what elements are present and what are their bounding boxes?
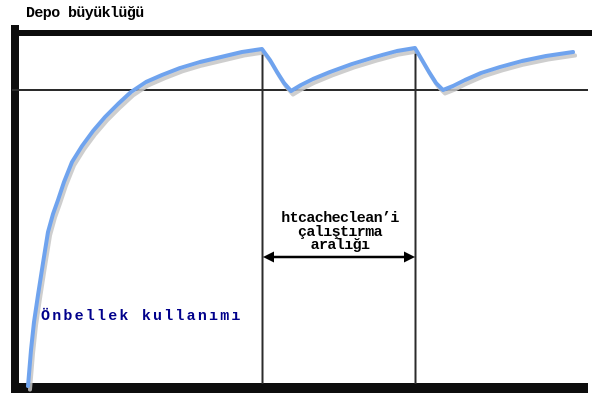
- cache-usage-curve: [26, 46, 575, 388]
- interval-label-line3: aralığı: [310, 237, 370, 254]
- interval-label: htcacheclean’i çalıştırma aralığı: [250, 210, 430, 254]
- cache-usage-label: Önbellek kullanımı: [41, 308, 243, 325]
- axes-frame: [11, 25, 592, 393]
- arrow-head-left: [263, 251, 274, 263]
- y-axis-line: [11, 25, 19, 393]
- interval-label-line1: htcacheclean’i: [281, 210, 399, 227]
- chart-title: Depo büyüklüğü: [26, 5, 144, 22]
- x-axis-line: [11, 383, 588, 393]
- top-boundary-line: [11, 30, 592, 36]
- arrow-head-right: [404, 251, 415, 263]
- interval-label-line2: çalıştırma: [297, 223, 383, 241]
- interval-arrow: [263, 251, 415, 263]
